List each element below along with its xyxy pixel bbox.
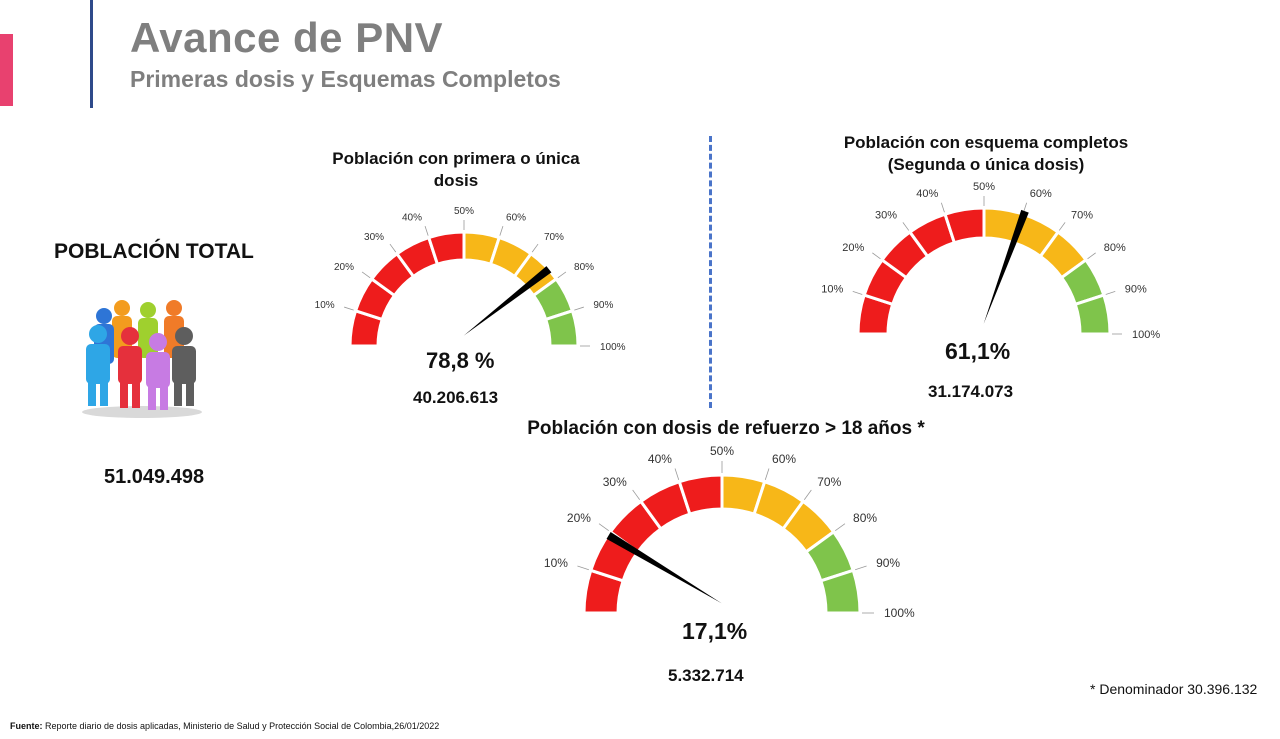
gauge1-tick-label-1: 10% <box>315 300 335 311</box>
gauge1-percent: 78,8 % <box>426 348 495 373</box>
gauge2-tick-label-10: 100% <box>1132 329 1160 341</box>
footnote: * Denominador 30.396.132 <box>1090 681 1258 697</box>
people-group-icon <box>82 300 202 418</box>
gauge3-tick-label-2: 20% <box>567 511 591 525</box>
gauge2-tick-line-6 <box>1023 202 1028 213</box>
page-subtitle: Primeras dosis y Esquemas Completos <box>130 66 561 92</box>
gauge3-segment-10 <box>819 568 862 615</box>
gauge1-tick-line-7 <box>531 243 539 253</box>
source-note: Fuente: Reporte diario de dosis aplicada… <box>10 721 439 731</box>
gauge1-needle <box>463 266 552 336</box>
gauge3-tick-label-3: 30% <box>603 475 627 489</box>
gauge3-tick-line-3 <box>632 489 641 500</box>
gauge3-tick-line-6 <box>764 468 770 480</box>
gauge3-tick-line-2 <box>598 523 609 532</box>
gauge2-title-line1: Población con esquema completos <box>843 133 1129 152</box>
page-title: Avance de PNV <box>130 14 444 61</box>
gauge2-segment-10 <box>1073 293 1112 336</box>
gauge2-needle <box>983 209 1029 324</box>
gauge1-tick-label-9: 90% <box>593 300 613 311</box>
gauge2-tick-label-5: 50% <box>973 181 995 193</box>
gauge2-tick-line-8 <box>1087 252 1096 260</box>
gauge2-title-line2: (Segunda o única dosis) <box>887 155 1085 174</box>
accent-bar <box>0 34 13 106</box>
gauge1-tick-label-2: 20% <box>334 262 354 273</box>
gauge2-tick-line-7 <box>1058 222 1066 231</box>
gauge1-tick-label-5: 50% <box>454 206 474 217</box>
source-label: Fuente: <box>10 721 43 731</box>
gauge2-tick-line-9 <box>1105 290 1116 295</box>
gauge3-tick-label-1: 10% <box>544 556 568 570</box>
person-lightblue <box>86 325 110 406</box>
gauge1-tick-line-8 <box>557 271 567 279</box>
gauge2-percent: 61,1% <box>945 338 1011 364</box>
source-text: Reporte diario de dosis aplicadas, Minis… <box>42 721 440 731</box>
gauge3-tick-label-4: 40% <box>648 452 672 466</box>
gauge1-tick-label-8: 80% <box>574 262 594 273</box>
gauge3-count: 5.332.714 <box>668 666 744 685</box>
gauge2-count: 31.174.073 <box>928 382 1014 401</box>
person-purple <box>146 333 170 410</box>
gauge1-tick-line-6 <box>499 226 504 236</box>
gauge2-tick-line-3 <box>902 222 910 231</box>
gauge2-tick-line-4 <box>940 202 945 213</box>
title-divider <box>90 0 93 108</box>
person-red <box>118 327 142 408</box>
gauge3-tick-line-1 <box>577 565 589 571</box>
gauge2-tick-line-1 <box>852 290 863 295</box>
gauge2-tick-label-9: 90% <box>1125 283 1147 295</box>
gauge3-title: Población con dosis de refuerzo > 18 año… <box>510 418 942 440</box>
gauge1-title-line1: Población con primera o única <box>332 149 580 168</box>
section-divider <box>709 136 712 408</box>
gauge1-tick-label-4: 40% <box>402 213 422 224</box>
gauge1-segment-10 <box>543 308 580 348</box>
population-total-value: 51.049.498 <box>104 466 205 488</box>
gauge3-tick-line-4 <box>674 468 680 480</box>
gauge3-tick-label-6: 60% <box>772 452 796 466</box>
gauge3-tick-label-8: 80% <box>853 511 877 525</box>
gauge3-needle <box>606 532 722 604</box>
gauge1-tick-label-6: 60% <box>506 213 526 224</box>
gauge3-tick-label-9: 90% <box>876 556 900 570</box>
gauge1-tick-line-3 <box>389 243 397 253</box>
gauge3-tick-label-10: 100% <box>884 606 915 620</box>
gauge2-tick-label-4: 40% <box>916 188 938 200</box>
gauge1-tick-label-7: 70% <box>544 232 564 243</box>
gauge3-percent: 17,1% <box>682 618 748 644</box>
gauge3-tick-line-8 <box>835 523 846 532</box>
gauge1-tick-line-1 <box>344 306 354 311</box>
population-title: POBLACIÓN TOTAL <box>54 240 254 263</box>
gauge1-title: Población con primera o única dosis <box>318 148 594 192</box>
gauge1-tick-label-10: 100% <box>600 342 626 353</box>
gauge2-tick-line-2 <box>872 252 881 260</box>
gauge3-title-line1: Población con dosis de refuerzo > 18 año… <box>527 418 925 439</box>
gauge1-tick-line-9 <box>574 306 584 311</box>
gauge2-tick-label-1: 10% <box>821 283 843 295</box>
gauge3-tick-line-9 <box>855 565 867 571</box>
gauge2-tick-label-6: 60% <box>1030 188 1052 200</box>
gauge3-tick-label-5: 50% <box>710 444 734 458</box>
gauge3-tick-line-7 <box>803 489 812 500</box>
gauge1-title-line2: dosis <box>433 171 479 190</box>
gauge1-tick-label-3: 30% <box>364 232 384 243</box>
gauge2-title: Población con esquema completos (Segunda… <box>812 132 1160 176</box>
gauge1-tick-line-2 <box>361 271 371 279</box>
person-gray <box>172 327 196 406</box>
gauge1-count: 40.206.613 <box>413 388 499 407</box>
gauge3-tick-label-7: 70% <box>817 475 841 489</box>
gauge2-tick-label-2: 20% <box>842 242 864 254</box>
gauge2-tick-label-7: 70% <box>1071 209 1093 221</box>
gauge2-tick-label-3: 30% <box>875 209 897 221</box>
gauge2-tick-label-8: 80% <box>1104 242 1126 254</box>
gauge1-tick-line-4 <box>424 226 429 236</box>
